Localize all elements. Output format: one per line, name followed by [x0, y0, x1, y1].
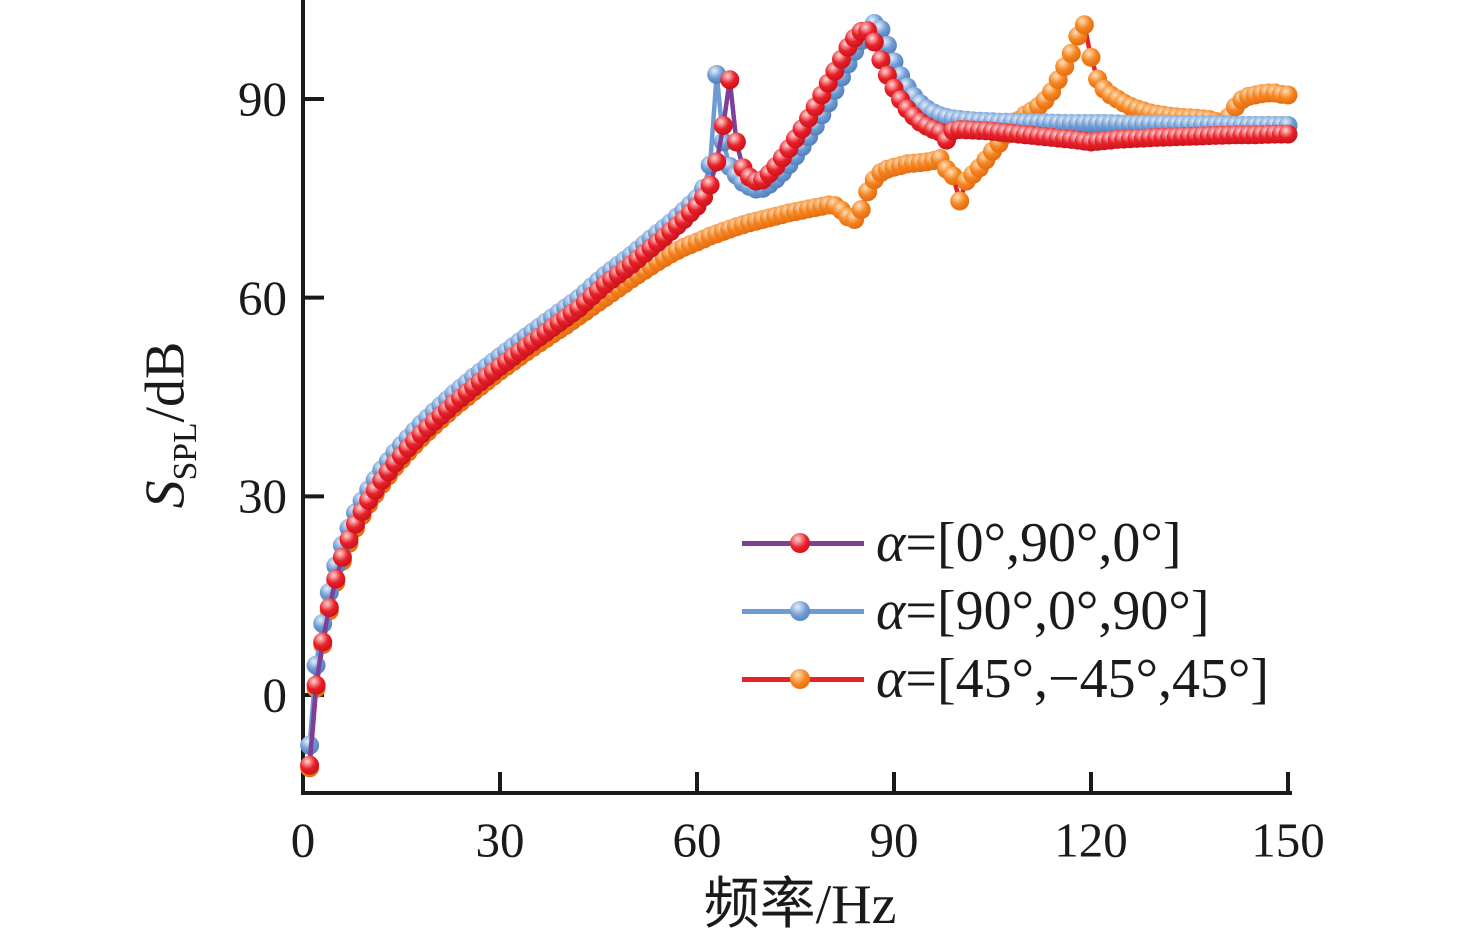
y-tick-0: 0: [262, 667, 288, 723]
y-axis-subscript: SPL: [166, 422, 204, 481]
x-tick-120: 120: [1054, 812, 1128, 868]
legend-swatch-orange: [742, 668, 864, 689]
legend-item-0-90-0: α=[0°,90°,0°]: [742, 513, 1269, 572]
x-tick-30: 30: [475, 812, 525, 868]
legend-marker-red-ball-icon: [790, 532, 810, 553]
legend-label: α=[90°,0°,90°]: [876, 579, 1210, 642]
legend-label: α=[0°,90°,0°]: [876, 511, 1182, 574]
legend-marker-blue-ball-icon: [790, 600, 810, 621]
x-tick-90: 90: [869, 812, 919, 868]
legend-label: α=[45°,−45°,45°]: [876, 647, 1270, 710]
y-tick-90: 90: [238, 71, 287, 127]
x-tick-60: 60: [672, 812, 722, 868]
y-axis-label: SSPL/dB: [134, 341, 204, 509]
legend: α=[0°,90°,0°] α=[90°,0°,90°] α=[45°,−45°…: [742, 513, 1269, 708]
legend-item-90-0-90: α=[90°,0°,90°]: [742, 581, 1269, 640]
legend-swatch-blue: [742, 600, 864, 621]
y-tick-60: 60: [238, 270, 287, 326]
x-axis-label: 频率/Hz: [703, 874, 897, 936]
legend-swatch-red: [742, 532, 864, 553]
x-tick-150: 150: [1251, 812, 1325, 868]
legend-item-45--45-45: α=[45°,−45°,45°]: [742, 649, 1269, 708]
y-tick-30: 30: [238, 468, 287, 524]
x-tick-0: 0: [290, 812, 316, 868]
y-axis-symbol: S: [134, 480, 197, 509]
y-axis-unit: /dB: [134, 341, 197, 423]
legend-marker-orange-ball-icon: [790, 668, 810, 689]
